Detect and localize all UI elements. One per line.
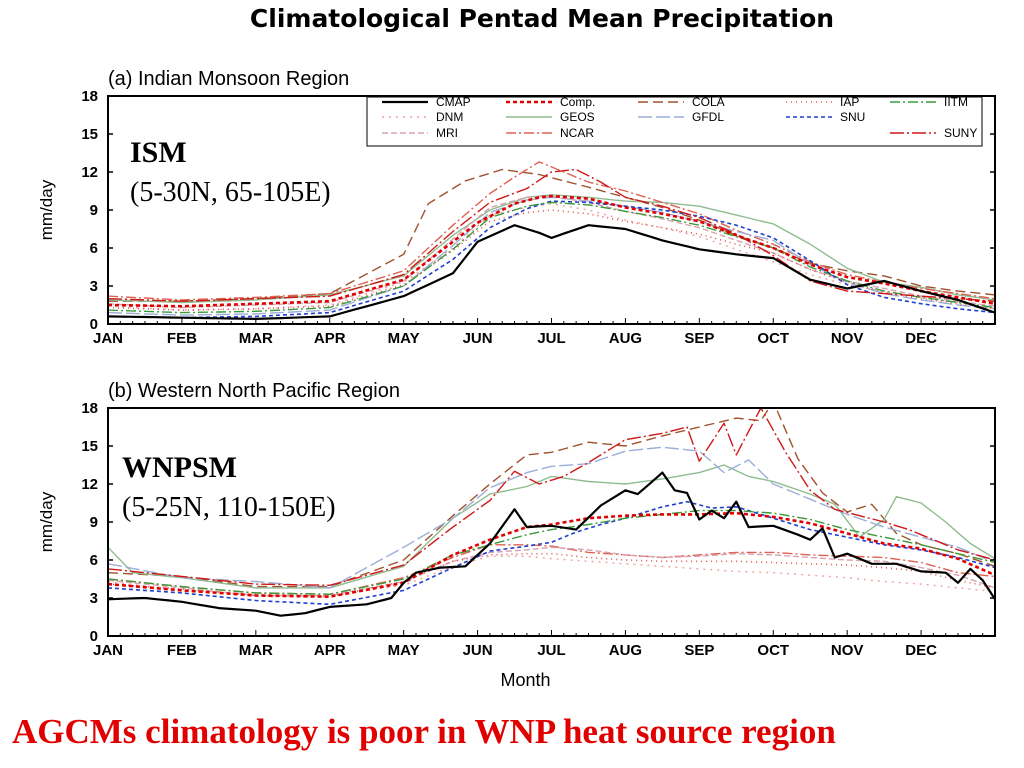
region-name: ISM [130, 136, 187, 169]
region-bounds: (5-30N, 65-105E) [130, 177, 331, 208]
x-tick-label: SEP [684, 642, 714, 659]
series-line-mri [108, 195, 995, 309]
series-line-iitm [108, 201, 995, 314]
x-tick-label: DEC [905, 642, 937, 659]
x-tick-label: MAR [239, 642, 273, 659]
y-axis-label: mm/day [37, 491, 56, 552]
legend-label: NCAR [560, 126, 594, 140]
legend-label: CMAP [436, 95, 471, 109]
series-group [108, 161, 995, 320]
y-tick-label: 3 [90, 590, 98, 607]
chart-panel-wnp: (b) Western North Pacific Region 0 3 6 9 12 15… [37, 380, 996, 690]
x-tick-label: NOV [831, 642, 864, 659]
x-tick-label: JUN [463, 330, 493, 347]
x-tick-label: JUL [537, 642, 565, 659]
x-tick-label: JAN [93, 642, 123, 659]
legend-label: Comp. [560, 95, 595, 109]
legend-box [366, 96, 983, 147]
series-line-comp [108, 511, 995, 599]
series-line-cola [108, 168, 995, 302]
series-line-snu [108, 500, 995, 606]
x-tick-label: OCT [757, 330, 789, 347]
legend-label: IITM [944, 95, 968, 109]
y-tick-label: 0 [90, 316, 98, 333]
series-group [108, 408, 995, 617]
x-tick-label: FEB [167, 330, 197, 347]
x-tick-label: JAN [93, 330, 123, 347]
region-name: WNPSM [122, 451, 237, 484]
slide-footer: AGCMs climatology is poor in WNP heat so… [12, 712, 836, 751]
chart-panel-ism: (a) Indian Monsoon Region 0 3 6 9 12 15 18 JAN FE… [37, 68, 996, 347]
x-tick-label: AUG [609, 330, 642, 347]
legend-label: DNM [436, 110, 463, 124]
series-line-dnm [108, 202, 995, 311]
legend-label: GFDL [692, 110, 724, 124]
y-tick-label: 18 [81, 88, 98, 105]
y-tick-label: 12 [81, 164, 98, 181]
series-line-geos [108, 464, 995, 589]
y-tick-label: 12 [81, 476, 98, 493]
legend-label: COLA [692, 95, 725, 109]
y-tick-label: 3 [90, 278, 98, 295]
x-tick-label: SEP [684, 330, 714, 347]
series-line-comp [108, 194, 995, 308]
x-tick-label: AUG [609, 642, 642, 659]
y-tick-label: 18 [81, 400, 98, 417]
x-tick-label: MAY [388, 330, 420, 347]
legend-label: SNU [840, 110, 865, 124]
y-tick-label: 6 [90, 240, 98, 257]
legend-label: GEOS [560, 110, 595, 124]
y-tick-label: 6 [90, 552, 98, 569]
x-tick-label: NOV [831, 330, 864, 347]
panel-title: (a) Indian Monsoon Region [108, 68, 349, 90]
series-line-iap [108, 209, 995, 311]
series-line-ncar [108, 161, 995, 301]
x-tick-label: MAY [388, 642, 420, 659]
y-tick-label: 15 [81, 126, 98, 143]
series-line-suny [108, 408, 995, 586]
legend-label: MRI [436, 126, 458, 140]
y-tick-label: 9 [90, 202, 98, 219]
series-line-iitm [108, 509, 995, 595]
y-tick-label: 9 [90, 514, 98, 531]
series-line-snu [108, 200, 995, 319]
series-line-cmap [108, 471, 995, 617]
series-line-iap [108, 552, 995, 598]
series-line-gfdl [108, 446, 995, 589]
series-line-ncar [108, 544, 995, 595]
x-tick-label: JUL [537, 330, 565, 347]
slide-title: Climatological Pentad Mean Precipitation [249, 4, 835, 33]
series-line-dnm [108, 555, 995, 597]
legend-label: IAP [840, 95, 859, 109]
x-tick-label: APR [314, 330, 346, 347]
panel-title: (b) Western North Pacific Region [108, 380, 400, 402]
y-tick-label: 15 [81, 438, 98, 455]
x-tick-label: JUN [463, 642, 493, 659]
series-line-mri [108, 546, 995, 597]
x-tick-label: DEC [905, 330, 937, 347]
x-tick-label: FEB [167, 642, 197, 659]
legend-label: SUNY [944, 126, 977, 140]
y-tick-label: 0 [90, 628, 98, 645]
x-axis-label: Month [500, 670, 550, 690]
x-tick-label: APR [314, 642, 346, 659]
x-tick-label: MAR [239, 330, 273, 347]
y-axis-label: mm/day [37, 179, 56, 240]
series-line-suny [108, 168, 995, 302]
x-tick-label: OCT [757, 642, 789, 659]
region-bounds: (5-25N, 110-150E) [122, 492, 336, 523]
